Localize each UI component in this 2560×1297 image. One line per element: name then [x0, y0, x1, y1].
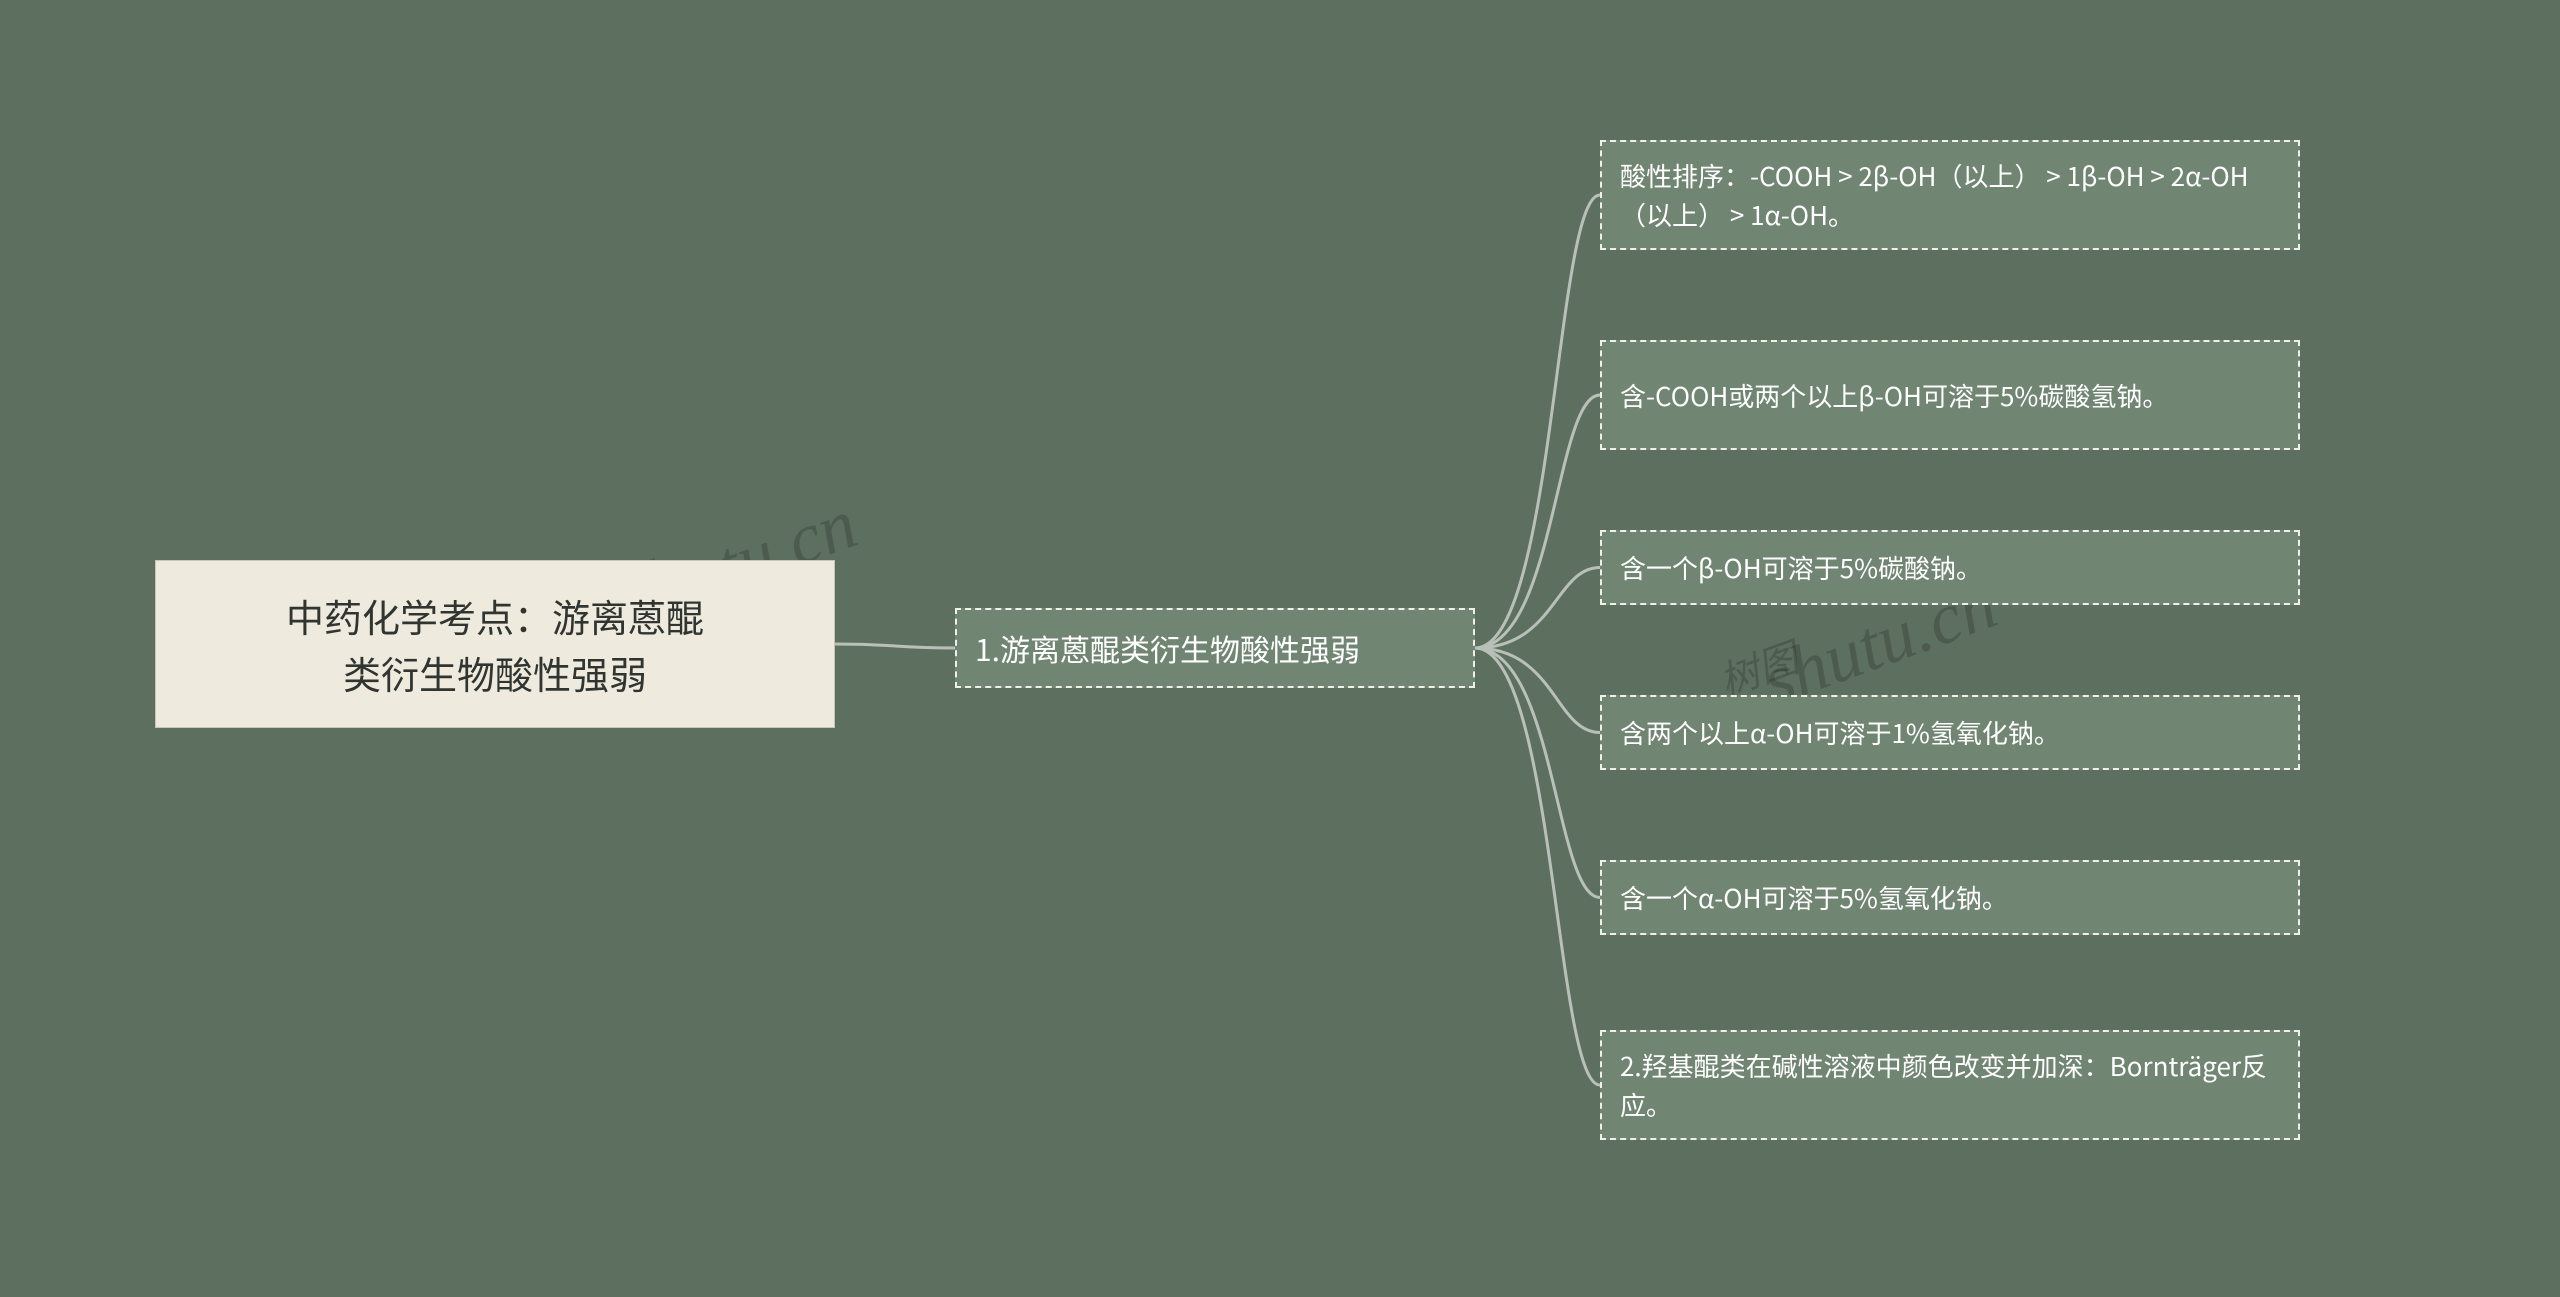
leaf-label-3: 含两个以上α-OH可溶于1%氢氧化钠。: [1620, 713, 2060, 752]
leaf-label-0: 酸性排序：-COOH > 2β-OH（以上） > 1β-OH > 2α-OH（以…: [1620, 156, 2280, 234]
leaf-node-2: 含一个β-OH可溶于5%碳酸钠。: [1600, 530, 2300, 605]
root-node: 中药化学考点：游离蒽醌 类衍生物酸性强弱: [155, 560, 835, 728]
leaf-node-5: 2.羟基醌类在碱性溶液中颜色改变并加深：Bornträger反应。: [1600, 1030, 2300, 1140]
level1-node: 1.游离蒽醌类衍生物酸性强弱: [955, 608, 1475, 688]
leaf-label-1: 含-COOH或两个以上β-OH可溶于5%碳酸氢钠。: [1620, 376, 2168, 415]
leaf-node-0: 酸性排序：-COOH > 2β-OH（以上） > 1β-OH > 2α-OH（以…: [1600, 140, 2300, 250]
leaf-node-1: 含-COOH或两个以上β-OH可溶于5%碳酸氢钠。: [1600, 340, 2300, 450]
leaf-node-3: 含两个以上α-OH可溶于1%氢氧化钠。: [1600, 695, 2300, 770]
leaf-label-4: 含一个α-OH可溶于5%氢氧化钠。: [1620, 878, 2008, 917]
root-line2: 类衍生物酸性强弱: [343, 645, 647, 700]
leaf-node-4: 含一个α-OH可溶于5%氢氧化钠。: [1600, 860, 2300, 935]
root-line1: 中药化学考点：游离蒽醌: [286, 588, 704, 643]
leaf-label-2: 含一个β-OH可溶于5%碳酸钠。: [1620, 548, 1982, 587]
leaf-label-5: 2.羟基醌类在碱性溶液中颜色改变并加深：Bornträger反应。: [1620, 1046, 2280, 1124]
level1-label: 1.游离蒽醌类衍生物酸性强弱: [975, 626, 1360, 671]
